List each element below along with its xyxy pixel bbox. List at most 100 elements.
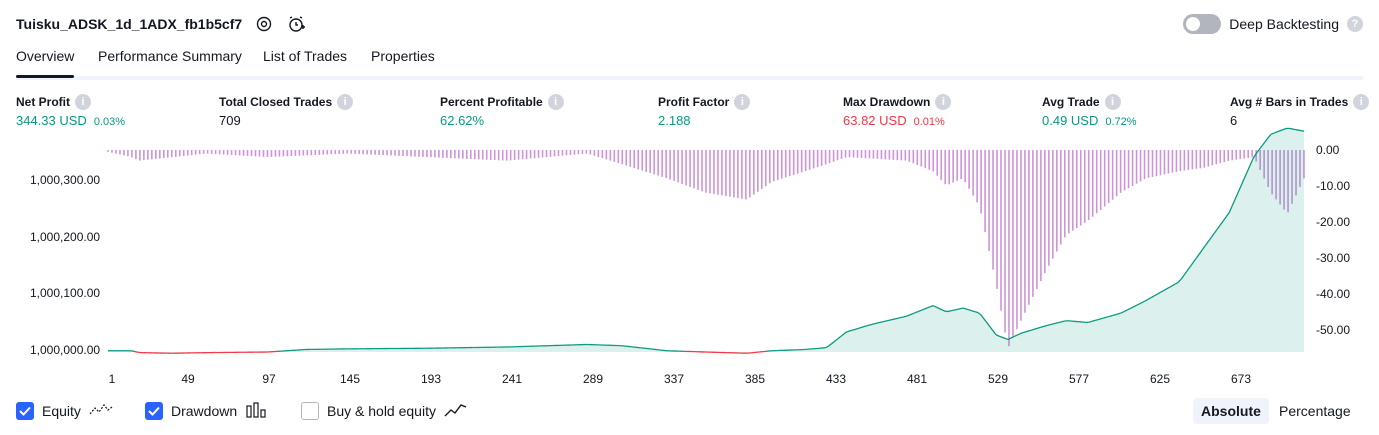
equity-line-segment [1088, 320, 1092, 323]
equity-line-segment [1276, 130, 1281, 133]
drawdown-bar [960, 150, 962, 180]
drawdown-bar [258, 150, 261, 157]
drawdown-bar [972, 150, 974, 196]
drawdown-bar [382, 150, 384, 156]
drawdown-bar [509, 150, 512, 161]
settings-gear-icon[interactable] [254, 14, 274, 34]
info-icon[interactable]: i [734, 94, 751, 110]
equity-line-segment [921, 308, 925, 311]
drawdown-bar [194, 150, 197, 155]
drawdown-bar [545, 150, 548, 158]
metric-label: Avg Trade [1042, 95, 1100, 109]
drawdown-bar [936, 150, 939, 176]
drawdown-bar [948, 150, 950, 185]
metric-max-drawdown: Max Drawdown i 63.82 USD 0.01% [843, 94, 952, 128]
tab-performance-summary[interactable]: Performance Summary [98, 48, 242, 64]
equity-line-segment [1097, 318, 1101, 321]
right-axis-tick: -50.00 [1316, 323, 1351, 337]
drawdown-bar [565, 150, 568, 156]
equity-line-segment [1228, 205, 1233, 213]
help-question-icon[interactable]: ? [1347, 16, 1363, 32]
info-icon[interactable]: i [337, 94, 354, 110]
drawdown-bar [458, 150, 460, 159]
legend-buy-hold-equity[interactable]: Buy & hold equity [301, 400, 468, 422]
drawdown-bar [402, 150, 404, 157]
drawdown-bars [107, 150, 1305, 347]
info-icon[interactable]: i [935, 94, 952, 110]
equity-line-segment [1243, 171, 1248, 179]
drawdown-bar [266, 150, 269, 158]
drawdown-bar [1247, 150, 1249, 158]
right-axis-tick: -30.00 [1316, 251, 1351, 265]
tab-properties[interactable]: Properties [371, 48, 435, 64]
view-percentage-button[interactable]: Percentage [1279, 403, 1351, 419]
drawdown-bar [1103, 150, 1106, 207]
x-axis-tick: 673 [1230, 372, 1252, 386]
buy-hold-checkbox[interactable] [301, 402, 319, 420]
drawdown-bar [1075, 150, 1078, 229]
equity-line-segment [1198, 249, 1203, 255]
drawdown-bar [1028, 150, 1030, 305]
drawdown-bar [1119, 150, 1122, 193]
equity-line-segment [1163, 288, 1167, 292]
tab-list-of-trades[interactable]: List of Trades [263, 48, 348, 64]
drawdown-bar [1000, 150, 1002, 311]
info-icon[interactable]: i [1104, 94, 1121, 110]
equity-checkbox[interactable] [16, 402, 34, 420]
equity-line-segment [1192, 257, 1197, 263]
equity-line-segment [900, 316, 904, 319]
equity-line-segment [825, 345, 829, 349]
drawdown-bar [1227, 150, 1230, 161]
drawdown-bar [653, 150, 655, 175]
equity-line-segment [918, 309, 922, 313]
right-axis-tick: -20.00 [1316, 215, 1351, 229]
add-alert-clock-icon[interactable] [286, 14, 306, 34]
drawdown-bar [119, 150, 121, 155]
drawdown-bar [1095, 150, 1098, 214]
drawdown-bar [469, 150, 472, 160]
legend-label: Drawdown [171, 403, 238, 419]
equity-line-segment [1025, 330, 1030, 333]
equity-line-segment [948, 310, 952, 313]
drawdown-bar [1099, 150, 1102, 210]
right-axis-tick: -40.00 [1316, 287, 1351, 301]
tab-overview[interactable]: Overview [16, 48, 75, 78]
equity-line-segment [861, 325, 865, 329]
drawdown-bar [1215, 150, 1218, 165]
x-axis-tick: 97 [262, 372, 276, 386]
drawdown-bar [860, 150, 863, 158]
drawdown-bar [314, 150, 317, 155]
drawdown-bar [1255, 150, 1257, 162]
drawdown-bar [737, 150, 739, 199]
equity-line-segment [876, 321, 880, 324]
equity-line-segment [888, 319, 892, 322]
deep-backtesting-label: Deep Backtesting [1229, 16, 1339, 32]
equity-line-segment [1300, 129, 1305, 132]
legend-label: Equity [42, 403, 81, 419]
info-icon[interactable]: i [75, 94, 91, 110]
drawdown-checkbox[interactable] [145, 402, 163, 420]
drawdown-bar [290, 150, 293, 157]
metric-percent: 0.01% [913, 116, 945, 128]
drawdown-bar [254, 150, 257, 157]
equity-line-segment [1237, 185, 1242, 193]
equity-line-segment [1115, 313, 1119, 316]
drawdown-bar [143, 150, 145, 161]
deep-backtesting-toggle[interactable] [1183, 14, 1222, 34]
view-absolute-button[interactable]: Absolute [1193, 398, 1269, 424]
equity-line-segment [897, 317, 901, 319]
info-icon[interactable]: i [1353, 94, 1370, 110]
drawdown-bar [1064, 150, 1066, 238]
drawdown-bar [669, 150, 671, 180]
equity-line-segment [992, 330, 997, 336]
info-icon[interactable]: i [547, 94, 564, 110]
metric-value: 62.62% [440, 113, 485, 128]
drawdown-bar [1056, 150, 1058, 252]
metric-avg-trade: Avg Trade i 0.49 USD 0.72% [1042, 94, 1137, 128]
metric-total-closed-trades: Total Closed Trades i 709 [219, 94, 354, 128]
legend-drawdown[interactable]: Drawdown [145, 400, 267, 422]
drawdown-bar [884, 150, 887, 160]
equity-line-segment [1297, 129, 1302, 132]
drawdown-bar [765, 150, 767, 187]
legend-equity[interactable]: Equity [16, 400, 113, 422]
